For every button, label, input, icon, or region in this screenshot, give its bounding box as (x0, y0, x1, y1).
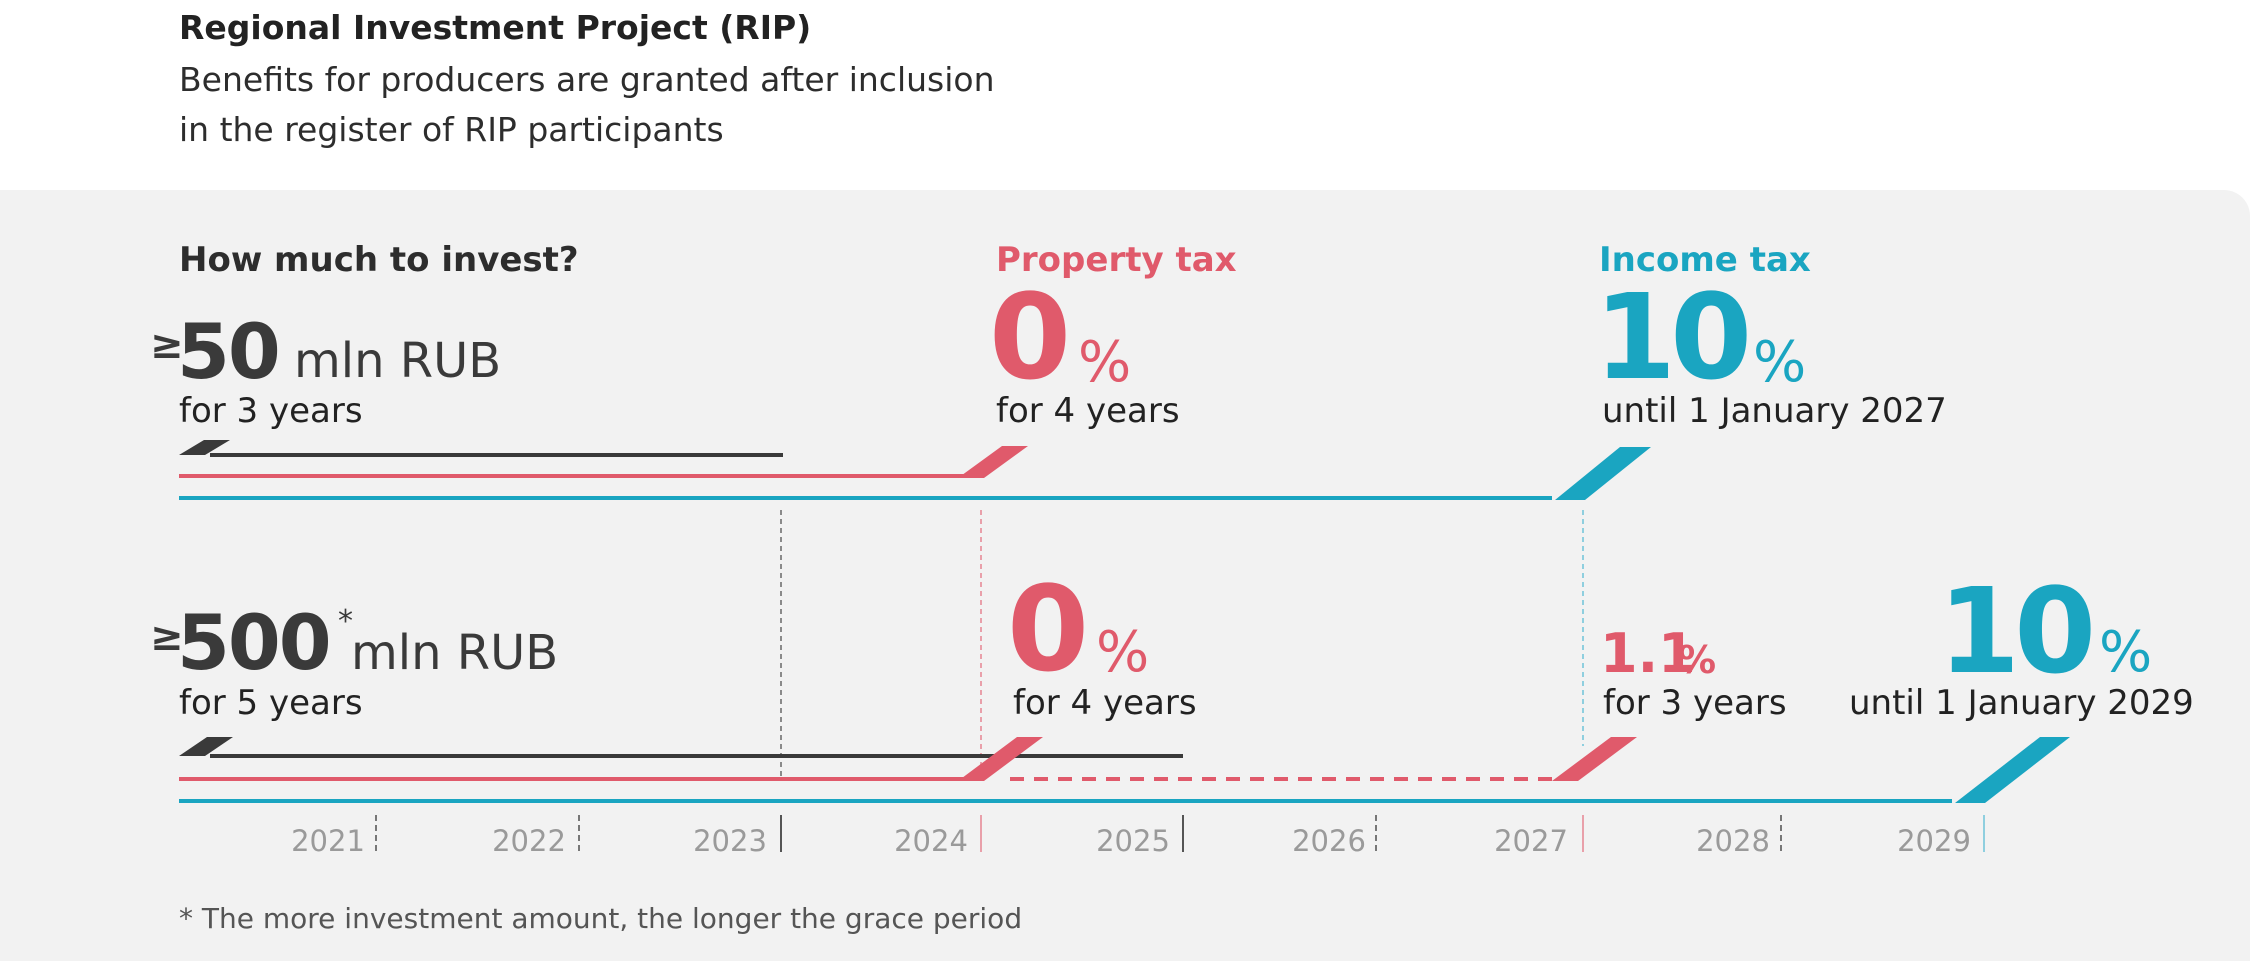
row2-property-tax-reduced-tab (1552, 737, 1637, 781)
row2-property-pct-2: % (1678, 638, 1717, 682)
row2-property-tax-tab (958, 737, 1043, 781)
year-label: 2024 (894, 824, 968, 858)
row2-ge-sign: ≥ (150, 614, 184, 660)
row2-asterisk: * (338, 604, 353, 639)
page-title: Regional Investment Project (RIP) (179, 8, 812, 47)
page-subtitle: Benefits for producers are granted after… (179, 55, 995, 155)
row1-income-tax-tab (1555, 447, 1651, 500)
subtitle-line-2: in the register of RIP participants (179, 110, 724, 149)
row2-property-rate: 0 (1007, 560, 1089, 698)
row2-investment-tab (179, 737, 233, 756)
row2-income-pct: % (2099, 620, 2153, 685)
year-label: 2026 (1292, 824, 1366, 858)
row1-income-pct: % (1753, 330, 1807, 395)
year-label: 2029 (1897, 824, 1971, 858)
footnote: * The more investment amount, the longer… (179, 902, 1023, 935)
row2-unit: mln RUB (351, 625, 559, 681)
timeline-panel (0, 190, 2250, 961)
row2-income-tax-tab (1955, 737, 2070, 803)
row1-property-duration: for 4 years (996, 391, 1180, 431)
row2-invest-duration: for 5 years (179, 683, 363, 723)
row1-property-rate: 0 (989, 268, 1071, 406)
row1-amount: 50 (177, 307, 281, 396)
subtitle-line-1: Benefits for producers are granted after… (179, 60, 995, 99)
year-label: 2025 (1096, 824, 1170, 858)
row2-property-duration-2: for 3 years (1603, 683, 1787, 723)
row2-income-duration: until 1 January 2029 (1849, 683, 2194, 723)
year-label: 2028 (1696, 824, 1770, 858)
row2-property-rate-2: 1.1 (1600, 622, 1696, 685)
row1-ge-sign: ≥ (150, 322, 184, 368)
row1-investment-tab (179, 440, 230, 455)
year-label: 2021 (291, 824, 365, 858)
year-label: 2022 (492, 824, 566, 858)
row2-income-rate: 10 (1938, 562, 2096, 700)
row1-property-pct: % (1078, 330, 1132, 395)
row1-income-rate: 10 (1594, 268, 1752, 406)
year-label: 2027 (1494, 824, 1568, 858)
row2-property-duration: for 4 years (1013, 683, 1197, 723)
year-label: 2023 (693, 824, 767, 858)
invest-heading: How much to invest? (179, 240, 579, 280)
row1-invest-duration: for 3 years (179, 391, 363, 431)
row2-amount: 500 (177, 598, 332, 687)
income-tax-heading: Income tax (1599, 240, 1811, 280)
row1-income-duration: until 1 January 2027 (1602, 391, 1947, 431)
row1-property-tax-tab (958, 446, 1028, 478)
property-tax-heading: Property tax (996, 240, 1237, 280)
row1-unit: mln RUB (294, 333, 502, 389)
row2-property-pct: % (1096, 620, 1150, 685)
